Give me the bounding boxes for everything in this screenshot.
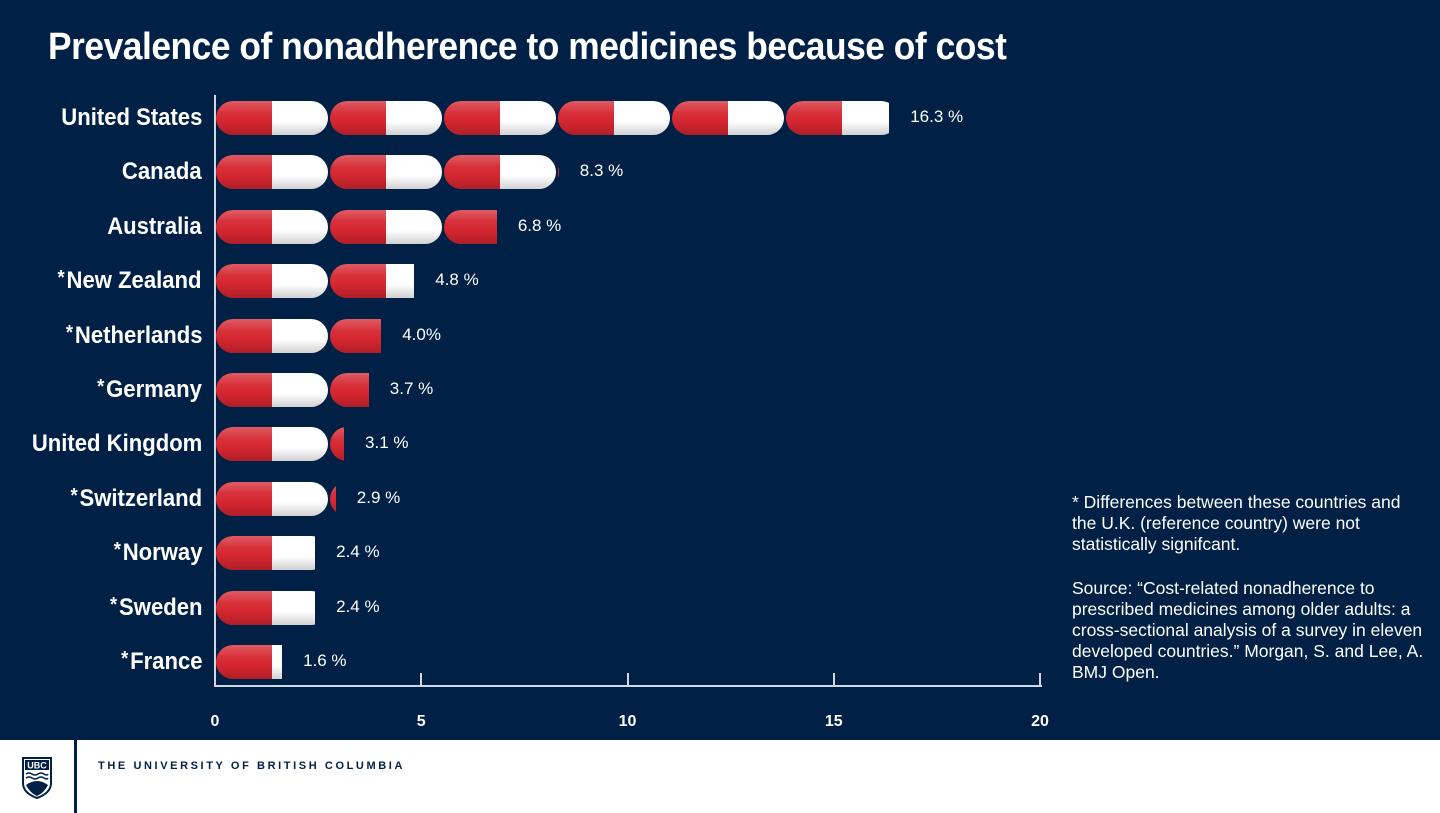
category-name: France bbox=[129, 648, 202, 675]
data-label: 8.3 % bbox=[579, 161, 624, 181]
category-name: United States bbox=[60, 104, 202, 131]
category-label: *Sweden bbox=[110, 594, 202, 622]
svg-text:UBC: UBC bbox=[27, 761, 47, 771]
bar-norway bbox=[216, 536, 316, 571]
significance-star: * bbox=[58, 267, 66, 290]
pill-icon bbox=[330, 481, 336, 516]
category-name: Australia bbox=[107, 212, 202, 240]
category-label: *Germany bbox=[97, 376, 202, 404]
pill-icon bbox=[330, 427, 345, 462]
pill-icon bbox=[786, 101, 890, 135]
x-tick-label: 15 bbox=[824, 713, 843, 730]
pill-icon bbox=[558, 155, 559, 190]
chart-panel: Prevalence of nonadherence to medicines … bbox=[0, 0, 1440, 740]
significance-star: * bbox=[120, 648, 128, 670]
bar-netherlands bbox=[216, 318, 382, 353]
data-label: 16.3 % bbox=[910, 107, 964, 126]
data-label: 2.9 % bbox=[356, 487, 401, 507]
pill-icon bbox=[216, 101, 328, 135]
category-name: Germany bbox=[106, 376, 202, 403]
category-name: Sweden bbox=[118, 593, 202, 621]
ubc-logo-icon: UBC bbox=[22, 757, 52, 799]
y-axis-line bbox=[214, 95, 216, 687]
pill-icon bbox=[216, 155, 328, 190]
source-note: Source: “Cost-related nonadherence to pr… bbox=[1072, 578, 1424, 682]
pill-icon bbox=[330, 209, 442, 244]
significance-star: * bbox=[70, 484, 78, 507]
bar-new-zealand bbox=[216, 264, 415, 299]
category-label: *Norway bbox=[113, 539, 202, 567]
bar-switzerland bbox=[216, 481, 336, 516]
bar-canada bbox=[216, 155, 559, 190]
category-label: *New Zealand bbox=[58, 267, 202, 295]
pill-icon bbox=[444, 209, 497, 244]
category-label: Canada bbox=[122, 158, 202, 186]
data-label: 2.4 % bbox=[336, 596, 380, 616]
category-label: Australia bbox=[108, 213, 202, 241]
data-label: 3.1 % bbox=[365, 433, 409, 453]
pill-icon bbox=[330, 264, 415, 299]
data-label: 4.8 % bbox=[435, 270, 479, 290]
category-label: *France bbox=[121, 648, 202, 676]
pill-icon bbox=[216, 427, 328, 462]
data-label: 4.0% bbox=[402, 324, 441, 344]
x-tick bbox=[420, 673, 423, 686]
significance-star: * bbox=[97, 376, 105, 398]
data-label: 3.7 % bbox=[389, 379, 434, 398]
pill-icon bbox=[216, 209, 328, 244]
pill-icon bbox=[330, 155, 442, 190]
pill-icon bbox=[216, 645, 283, 679]
significance-star: * bbox=[109, 593, 117, 616]
bar-united-states bbox=[216, 101, 890, 135]
significance-star: * bbox=[65, 321, 73, 344]
category-label: *Netherlands bbox=[65, 322, 202, 350]
significance-note: * Differences between these countries an… bbox=[1072, 492, 1401, 554]
x-tick-label: 10 bbox=[618, 713, 637, 730]
x-tick bbox=[832, 673, 835, 686]
footer-divider bbox=[74, 740, 77, 813]
category-name: Canada bbox=[122, 158, 202, 186]
chart-title: Prevalence of nonadherence to medicines … bbox=[48, 26, 1007, 68]
x-axis-line bbox=[214, 685, 1042, 687]
data-label: 2.4 % bbox=[336, 542, 380, 562]
x-tick-label: 0 bbox=[210, 713, 220, 730]
category-name: New Zealand bbox=[67, 267, 202, 295]
category-name: Norway bbox=[122, 539, 202, 567]
x-tick-label: 5 bbox=[416, 713, 426, 730]
x-tick bbox=[626, 673, 629, 686]
pill-icon bbox=[672, 101, 784, 135]
category-label: *Switzerland bbox=[70, 485, 202, 513]
pill-icon bbox=[216, 264, 328, 299]
x-tick bbox=[1039, 673, 1041, 686]
pill-icon bbox=[216, 318, 328, 353]
category-name: Netherlands bbox=[74, 321, 202, 349]
category-label: United Kingdom bbox=[32, 430, 202, 458]
pill-icon bbox=[216, 590, 316, 625]
pill-icon bbox=[216, 536, 316, 571]
pill-icon bbox=[330, 373, 369, 407]
bar-sweden bbox=[216, 590, 316, 625]
pill-icon bbox=[216, 373, 328, 407]
bar-australia bbox=[216, 209, 497, 244]
pill-icon bbox=[330, 318, 382, 353]
pill-icon bbox=[444, 155, 556, 190]
data-label: 6.8 % bbox=[517, 215, 562, 235]
bar-germany bbox=[216, 373, 369, 407]
x-tick-label: 20 bbox=[1031, 713, 1049, 730]
bar-united-kingdom bbox=[216, 427, 345, 462]
category-label: United States bbox=[61, 104, 202, 132]
significance-star: * bbox=[113, 539, 121, 562]
category-name: United Kingdom bbox=[31, 430, 202, 458]
university-name: THE UNIVERSITY OF BRITISH COLUMBIA bbox=[98, 760, 405, 772]
pill-icon bbox=[444, 101, 556, 135]
pill-icon bbox=[558, 101, 670, 135]
bar-france bbox=[216, 645, 283, 679]
data-label: 1.6 % bbox=[303, 651, 347, 670]
category-name: Switzerland bbox=[79, 484, 202, 512]
pill-icon bbox=[216, 481, 328, 516]
pill-icon bbox=[330, 101, 442, 135]
